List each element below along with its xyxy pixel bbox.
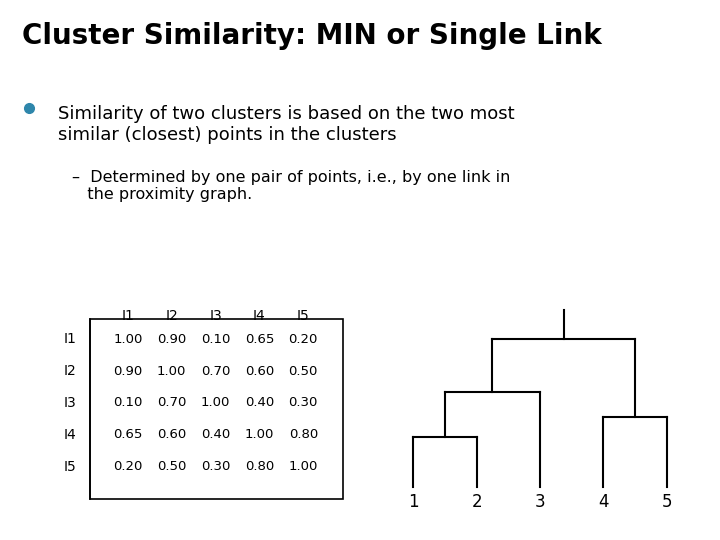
Text: 0.65: 0.65 bbox=[245, 333, 274, 346]
Text: I2: I2 bbox=[166, 308, 178, 322]
Text: 0.20: 0.20 bbox=[289, 333, 318, 346]
Text: 1.00: 1.00 bbox=[113, 333, 143, 346]
Text: I4: I4 bbox=[253, 308, 266, 322]
Text: 0.50: 0.50 bbox=[157, 460, 186, 473]
Text: 0.90: 0.90 bbox=[113, 364, 143, 377]
Text: 0.50: 0.50 bbox=[289, 364, 318, 377]
Text: 1.00: 1.00 bbox=[201, 396, 230, 409]
Text: 3: 3 bbox=[535, 493, 545, 511]
Text: I5: I5 bbox=[297, 308, 310, 322]
Text: I4: I4 bbox=[64, 428, 77, 442]
Bar bbox=[90, 319, 343, 500]
Text: Similarity of two clusters is based on the two most
similar (closest) points in : Similarity of two clusters is based on t… bbox=[58, 105, 514, 144]
Text: 1.00: 1.00 bbox=[245, 428, 274, 441]
Text: I1: I1 bbox=[122, 308, 135, 322]
Text: 0.40: 0.40 bbox=[201, 428, 230, 441]
Text: 0.80: 0.80 bbox=[245, 460, 274, 473]
Text: 1: 1 bbox=[408, 493, 418, 511]
Text: 0.80: 0.80 bbox=[289, 428, 318, 441]
Text: 2: 2 bbox=[472, 493, 482, 511]
Text: 0.20: 0.20 bbox=[113, 460, 143, 473]
Text: –  Determined by one pair of points, i.e., by one link in
   the proximity graph: – Determined by one pair of points, i.e.… bbox=[72, 170, 510, 202]
Text: 0.30: 0.30 bbox=[289, 396, 318, 409]
Text: I1: I1 bbox=[64, 332, 77, 346]
Text: 1.00: 1.00 bbox=[289, 460, 318, 473]
Text: 0.10: 0.10 bbox=[113, 396, 143, 409]
Text: 5: 5 bbox=[662, 493, 672, 511]
Text: 0.65: 0.65 bbox=[113, 428, 143, 441]
Text: Cluster Similarity: MIN or Single Link: Cluster Similarity: MIN or Single Link bbox=[22, 22, 601, 50]
Text: 0.60: 0.60 bbox=[157, 428, 186, 441]
Text: I3: I3 bbox=[64, 396, 77, 410]
Text: 0.90: 0.90 bbox=[157, 333, 186, 346]
Text: I5: I5 bbox=[64, 460, 77, 474]
Text: 0.70: 0.70 bbox=[201, 364, 230, 377]
Text: 1.00: 1.00 bbox=[157, 364, 186, 377]
Text: 0.70: 0.70 bbox=[157, 396, 186, 409]
Text: 0.10: 0.10 bbox=[201, 333, 230, 346]
Text: 0.30: 0.30 bbox=[201, 460, 230, 473]
Text: I2: I2 bbox=[64, 364, 77, 378]
Text: 0.60: 0.60 bbox=[245, 364, 274, 377]
Text: I3: I3 bbox=[210, 308, 222, 322]
Text: 4: 4 bbox=[598, 493, 608, 511]
Text: 0.40: 0.40 bbox=[245, 396, 274, 409]
